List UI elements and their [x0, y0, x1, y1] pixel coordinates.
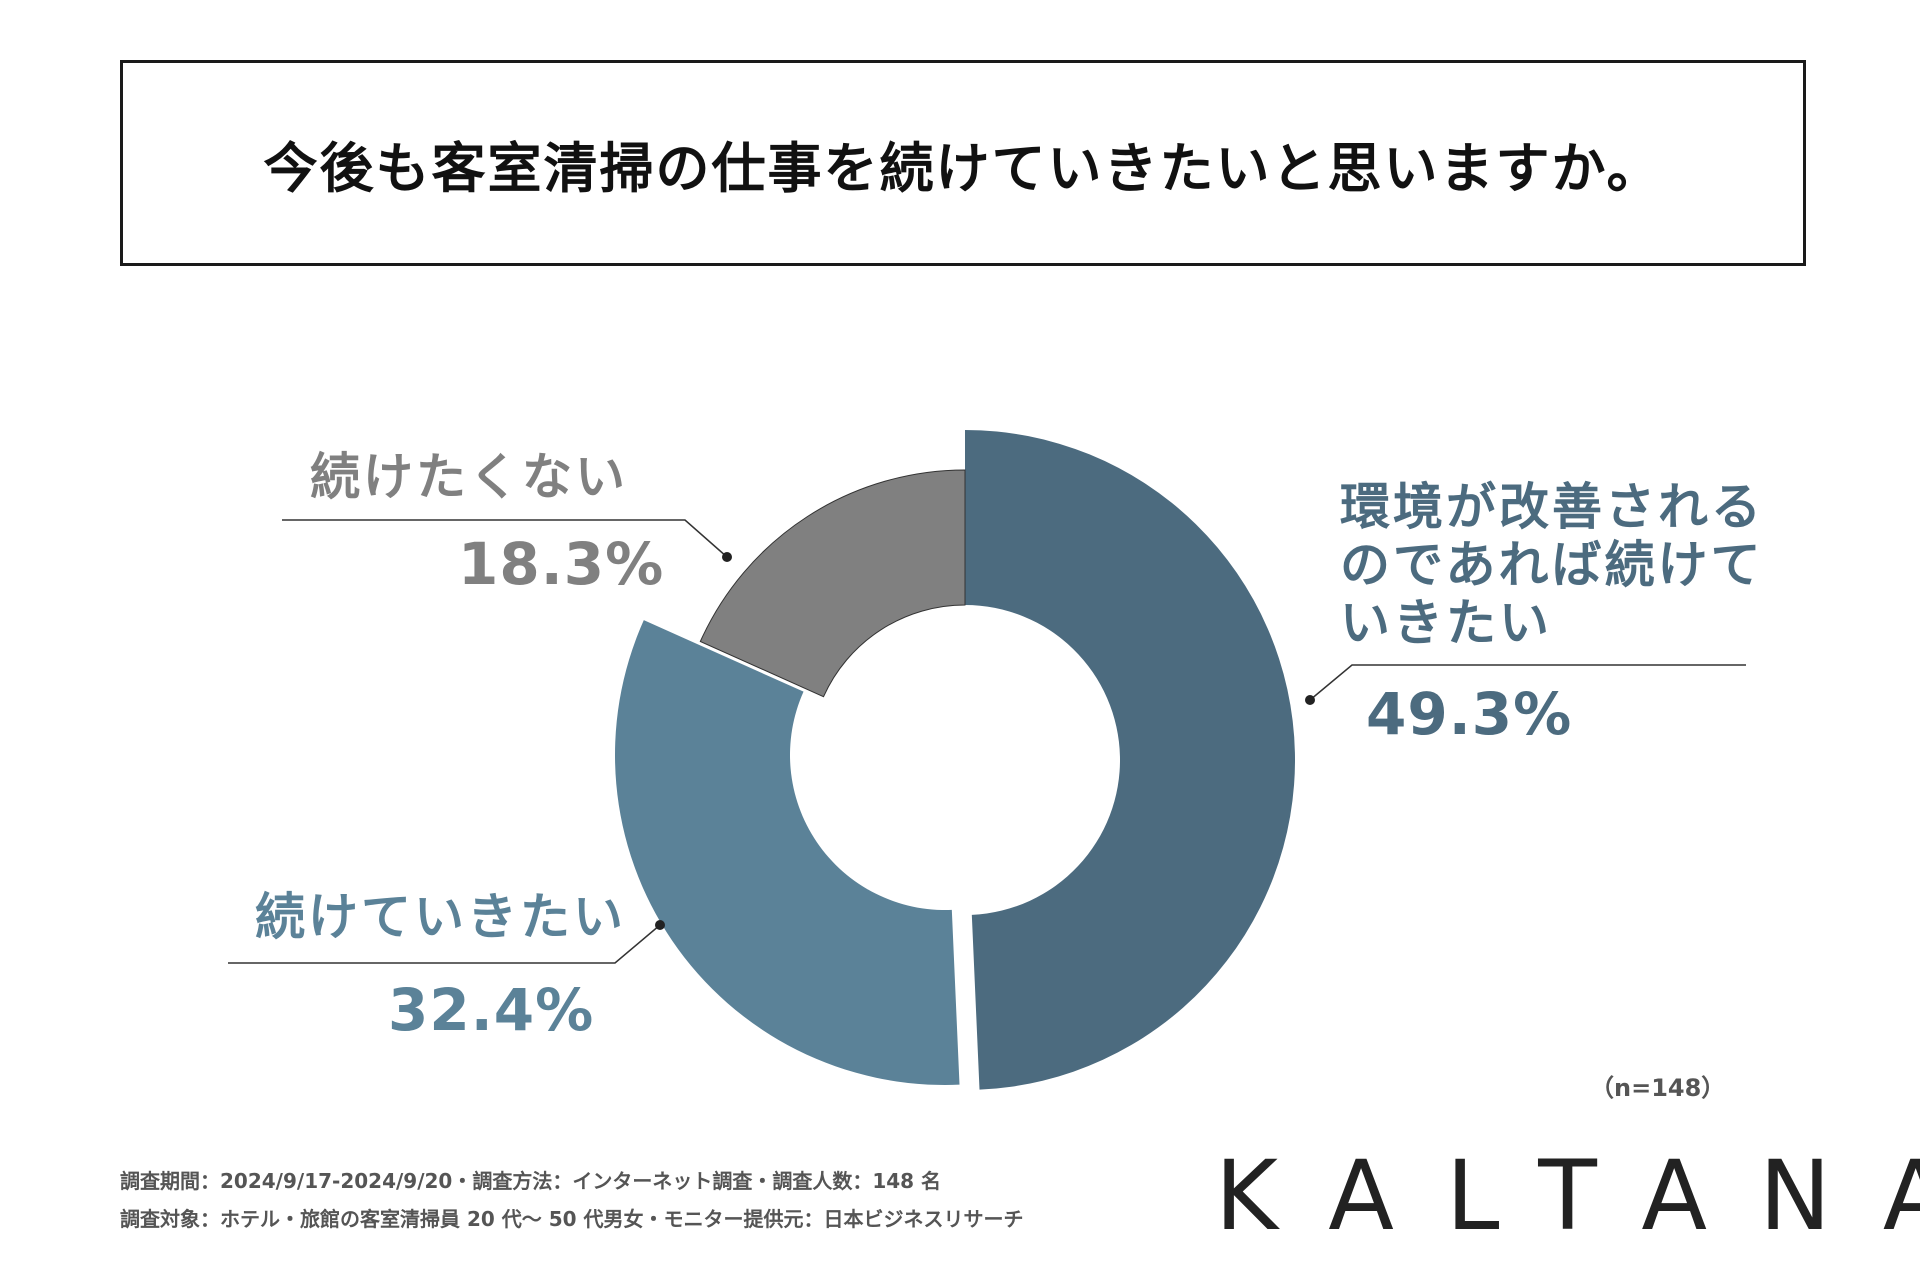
leader-stop-dot	[722, 552, 732, 562]
slice-continue	[615, 620, 960, 1086]
leader-stop	[282, 519, 728, 558]
footer-line1: 調査期間：2024/9/17-2024/9/20・調査方法：インターネット調査・…	[120, 1169, 942, 1193]
label-improve: 環境が改善される のであれば続けて いきたい	[1340, 478, 1764, 652]
pct-stop: 18.3%	[458, 530, 665, 598]
chart-title: 今後も客室清掃の仕事を続けていきたいと思いますか。	[263, 136, 1663, 200]
label-continue: 続けていきたい	[255, 888, 626, 946]
slice-improve	[965, 430, 1295, 1090]
sample-size: （n=148）	[1590, 1074, 1726, 1102]
label-improve-line2: のであれば続けて	[1340, 536, 1764, 594]
leader-continue-dot	[655, 920, 665, 930]
title-box: 今後も客室清掃の仕事を続けていきたいと思いますか。	[120, 60, 1806, 266]
footer-line2: 調査対象：ホテル・旅館の客室清掃員 20 代〜 50 代男女・モニター提供元：日…	[120, 1207, 1024, 1231]
label-improve-line1: 環境が改善される	[1340, 478, 1764, 536]
label-continue-line1: 続けていきたい	[255, 888, 626, 946]
pct-continue: 32.4%	[388, 976, 595, 1044]
label-improve-line3: いきたい	[1340, 594, 1552, 652]
leader-improve	[1309, 664, 1746, 701]
pct-improve: 49.3%	[1366, 680, 1573, 748]
leader-improve-dot	[1305, 695, 1315, 705]
label-stop: 続けたくない	[310, 448, 628, 506]
leader-continue	[228, 924, 661, 964]
slice-stop	[699, 469, 966, 698]
label-stop-line1: 続けたくない	[310, 448, 628, 506]
brand-logo: KALTANA	[1215, 1140, 1920, 1252]
